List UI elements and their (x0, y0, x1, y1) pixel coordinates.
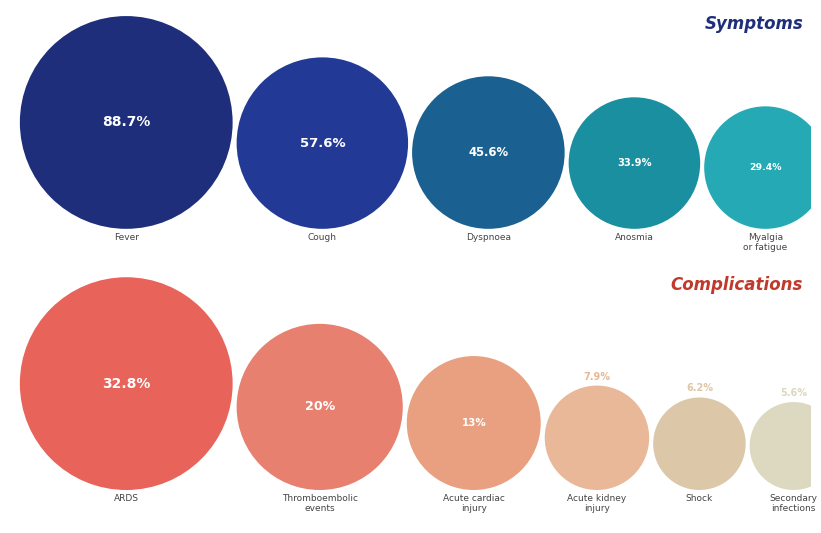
Text: 32.8%: 32.8% (102, 377, 150, 391)
Text: Shock: Shock (686, 494, 713, 503)
Text: 88.7%: 88.7% (102, 116, 150, 130)
Text: 45.6%: 45.6% (468, 146, 508, 159)
Text: Thromboembolic
events: Thromboembolic events (282, 494, 358, 513)
Text: Anosmia: Anosmia (615, 233, 654, 242)
Circle shape (654, 398, 745, 490)
Text: Cough: Cough (308, 233, 337, 242)
Text: Myalgia
or fatigue: Myalgia or fatigue (743, 233, 787, 252)
Circle shape (544, 385, 649, 490)
Text: 33.9%: 33.9% (617, 158, 652, 168)
Text: 7.9%: 7.9% (584, 372, 611, 382)
Text: 29.4%: 29.4% (750, 163, 782, 172)
Text: 20%: 20% (305, 400, 335, 414)
Text: 6.2%: 6.2% (686, 384, 713, 393)
Circle shape (569, 98, 700, 229)
Circle shape (412, 76, 565, 229)
Circle shape (20, 16, 232, 229)
Text: 5.6%: 5.6% (780, 388, 807, 398)
Text: 13%: 13% (461, 418, 486, 428)
Circle shape (704, 107, 821, 229)
Text: Acute cardiac
injury: Acute cardiac injury (443, 494, 505, 513)
Text: Acute kidney
injury: Acute kidney injury (567, 494, 626, 513)
Text: Dyspnoea: Dyspnoea (466, 233, 511, 242)
Circle shape (236, 324, 403, 490)
Circle shape (20, 277, 232, 490)
Text: ARDS: ARDS (114, 494, 139, 503)
Circle shape (750, 402, 821, 490)
Text: Fever: Fever (114, 233, 139, 242)
Text: Complications: Complications (671, 276, 803, 294)
Circle shape (236, 58, 408, 229)
Circle shape (406, 356, 541, 490)
Text: Symptoms: Symptoms (704, 15, 803, 33)
Text: 57.6%: 57.6% (300, 136, 345, 150)
Text: Secondary
infections: Secondary infections (769, 494, 818, 513)
